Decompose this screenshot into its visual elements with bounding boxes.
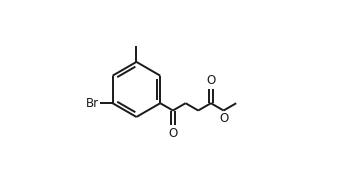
Text: Br: Br: [86, 97, 99, 110]
Text: O: O: [206, 74, 215, 87]
Text: O: O: [219, 112, 228, 125]
Text: O: O: [168, 127, 178, 140]
